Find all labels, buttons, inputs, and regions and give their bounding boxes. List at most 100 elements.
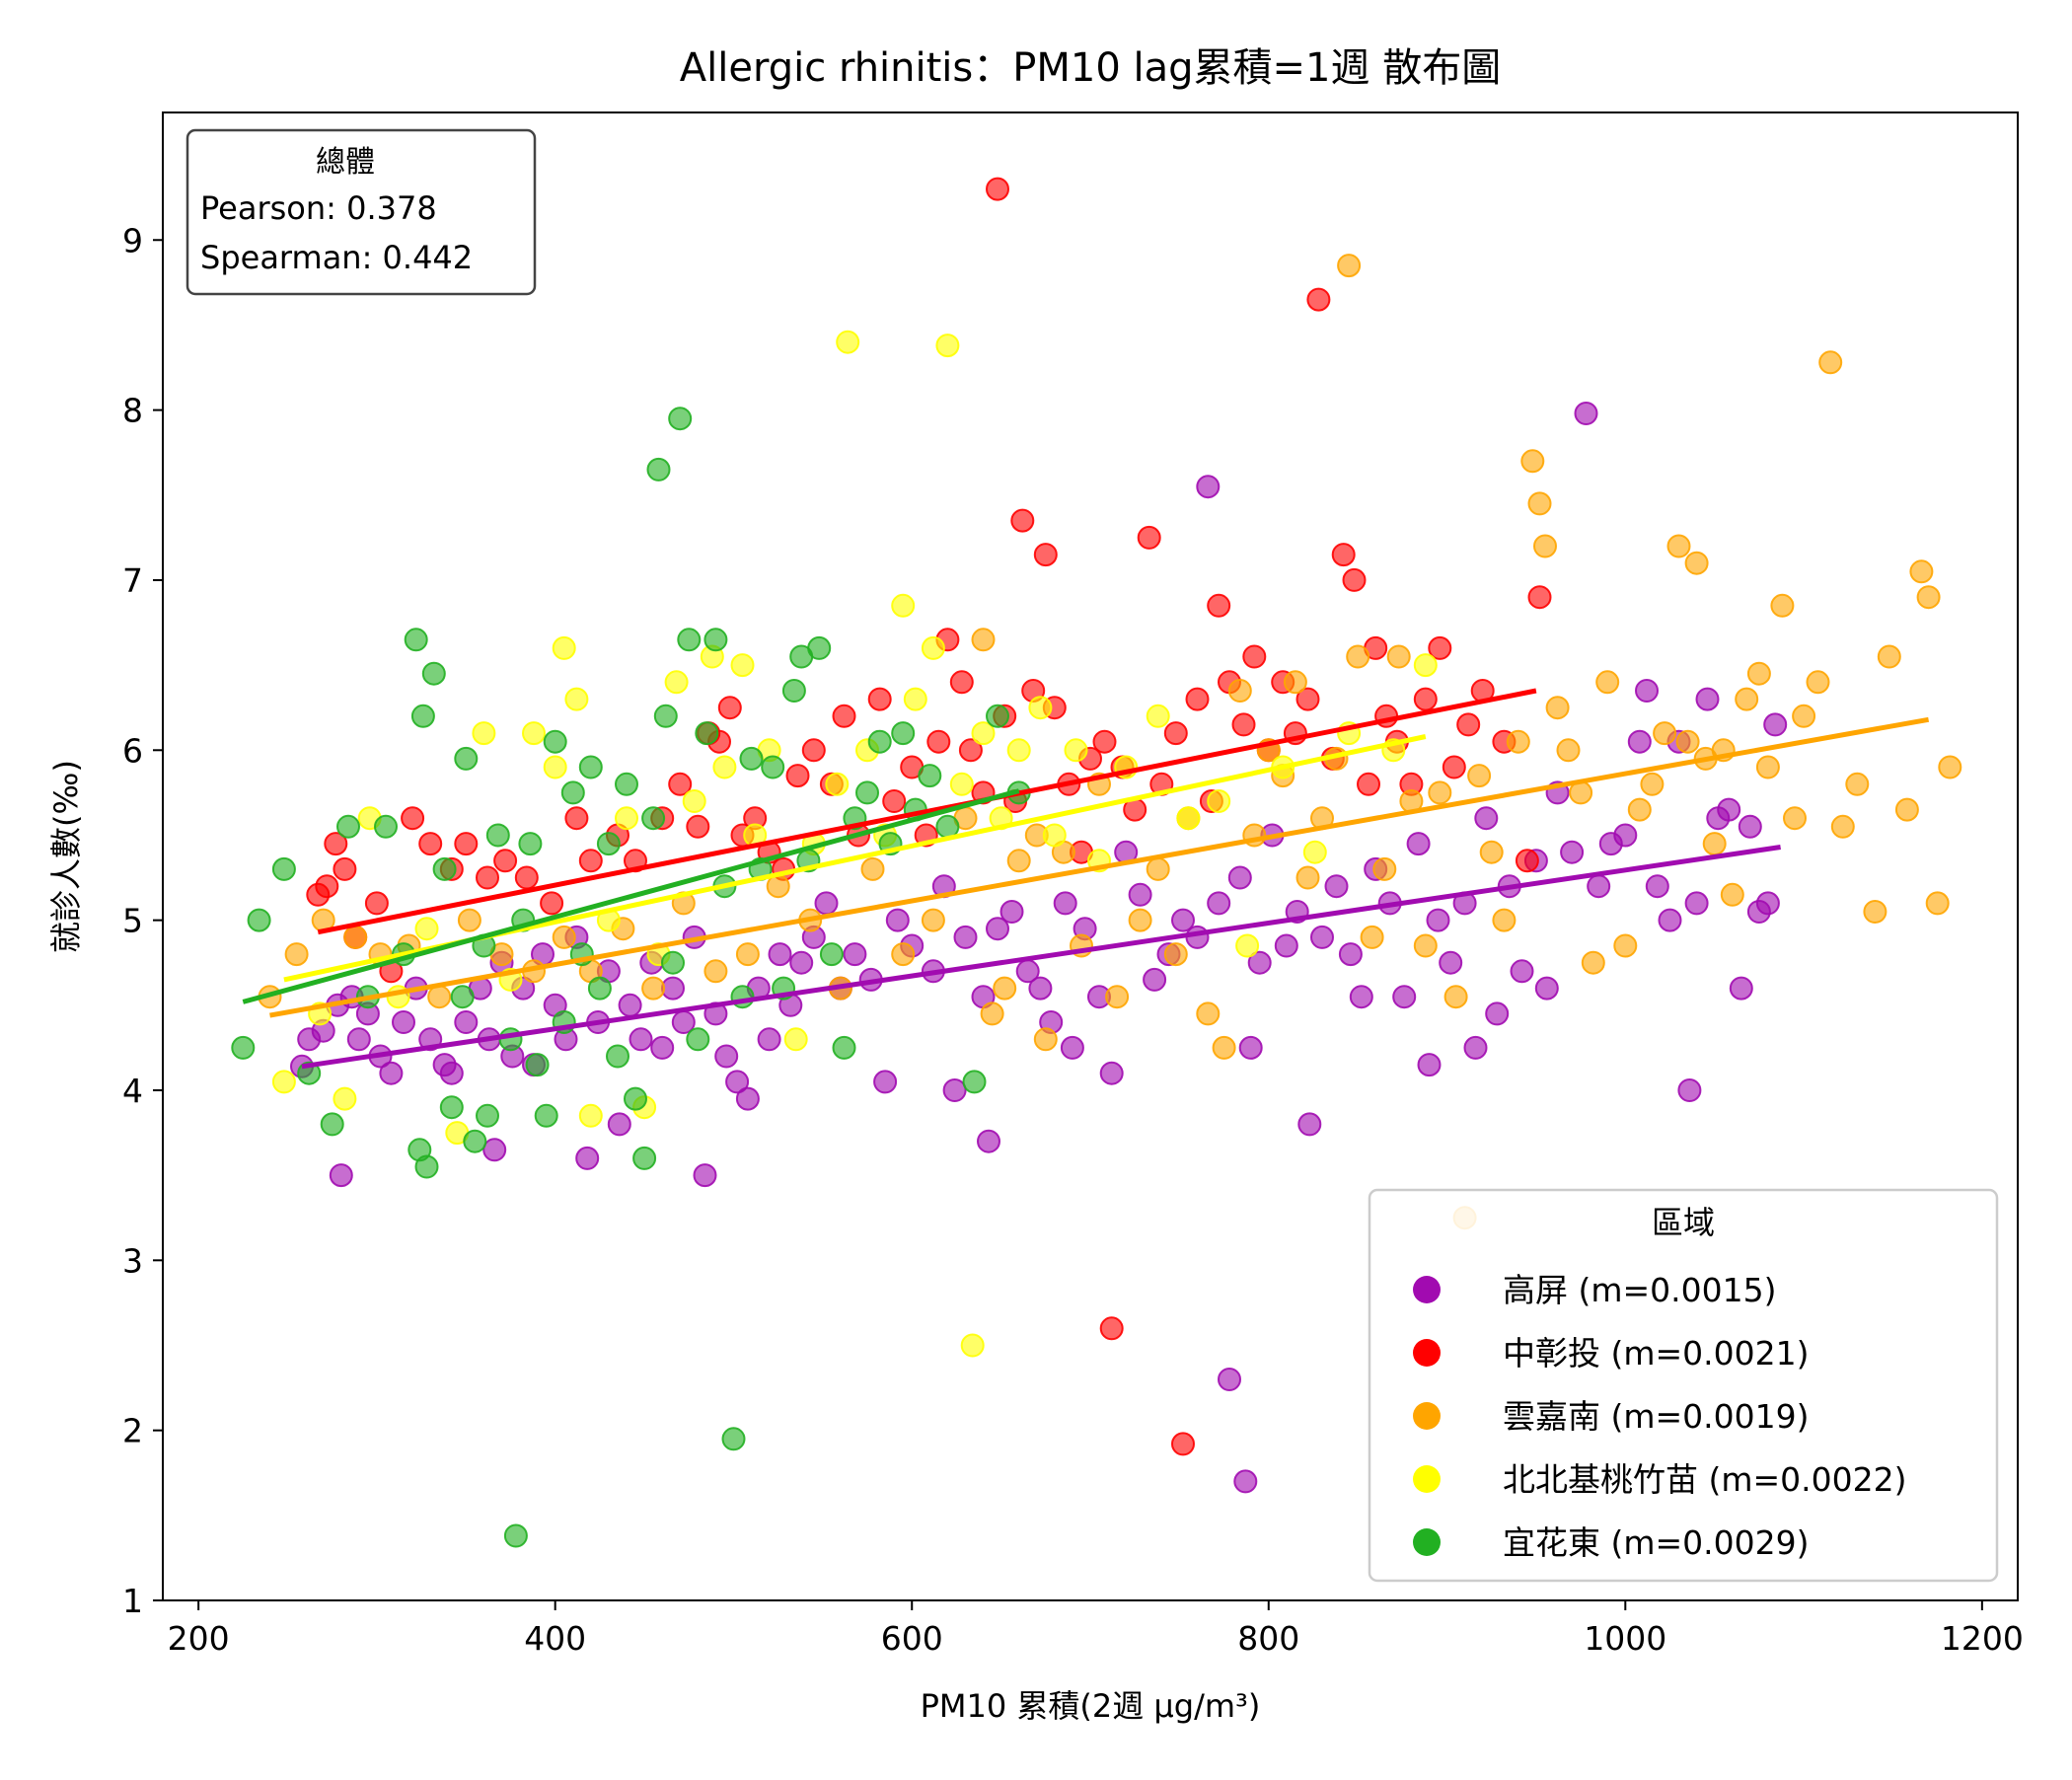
plot-area (231, 177, 1962, 1548)
data-point (1556, 738, 1581, 763)
data-point (832, 704, 856, 728)
data-point (522, 721, 546, 746)
data-point (1163, 721, 1188, 746)
data-point (1581, 950, 1605, 975)
data-point (1218, 1368, 1241, 1391)
data-point (891, 721, 916, 746)
data-point (1640, 772, 1665, 796)
data-point (336, 814, 360, 839)
data-point (1717, 797, 1741, 822)
data-point (564, 687, 589, 711)
data-point (1574, 402, 1598, 425)
data-point (918, 764, 942, 788)
data-point (1755, 755, 1780, 779)
x-tick-label: 600 (881, 1619, 943, 1658)
data-point (1302, 840, 1327, 864)
legend-marker (1413, 1339, 1441, 1367)
data-point (1196, 475, 1221, 499)
data-point (882, 789, 907, 813)
data-point (1283, 670, 1307, 695)
data-point (1560, 840, 1585, 864)
pearson-label: Pearson: 0.378 (200, 189, 437, 227)
data-point (343, 925, 368, 949)
legend-label: 中彰投 (m=0.0021) (1503, 1334, 1810, 1372)
data-point (1439, 950, 1463, 975)
data-point (1207, 789, 1231, 813)
stats-box: 總體 Pearson: 0.378 Spearman: 0.442 (185, 128, 537, 296)
data-point (739, 746, 764, 771)
data-point (1479, 840, 1504, 864)
data-point (578, 755, 603, 779)
data-point (1033, 1027, 1058, 1052)
data-point (1171, 908, 1195, 932)
data-point (860, 856, 885, 881)
data-point (768, 942, 792, 967)
data-point (761, 755, 785, 779)
stats-box-title: 總體 (316, 145, 375, 180)
data-point (686, 1027, 710, 1052)
y-tick-label: 7 (122, 561, 143, 600)
data-point (615, 772, 638, 796)
data-point (324, 832, 348, 856)
data-point (1235, 933, 1260, 958)
data-point (960, 1333, 985, 1358)
series-1-fit-line (317, 688, 1537, 935)
data-point (641, 806, 666, 831)
data-point (564, 806, 589, 831)
data-point (735, 1086, 760, 1111)
data-point (476, 865, 499, 890)
data-point (1467, 764, 1492, 788)
data-point (1231, 712, 1256, 737)
data-point (986, 917, 1009, 941)
y-axis-label: 就診人數(‰) (47, 760, 85, 953)
data-point (836, 330, 860, 354)
data-point (1143, 967, 1167, 992)
data-point (503, 1523, 528, 1548)
data-point (953, 925, 978, 949)
data-point (1274, 933, 1298, 958)
data-point (1227, 679, 1252, 703)
data-point (392, 1010, 415, 1034)
data-point (463, 1129, 487, 1153)
data-point (1185, 687, 1210, 711)
legend-frame (1368, 1188, 1999, 1583)
data-point (1515, 849, 1539, 873)
data-point (1146, 704, 1170, 728)
data-point (1349, 985, 1373, 1009)
data-point (962, 1070, 987, 1094)
data-point (1830, 814, 1855, 839)
data-point (1474, 806, 1499, 831)
data-point (1413, 653, 1438, 678)
data-point (1442, 755, 1466, 779)
data-point (1233, 1469, 1258, 1494)
data-point (346, 1027, 371, 1052)
data-point (1064, 738, 1088, 763)
data-point (781, 679, 806, 703)
data-point (646, 457, 671, 482)
data-point (1443, 985, 1468, 1009)
x-axis-label: PM10 累積(2週 μg/m³) (921, 1687, 1261, 1725)
data-point (1406, 832, 1431, 856)
data-point (695, 721, 719, 746)
data-point (421, 661, 446, 686)
data-point (832, 1035, 856, 1060)
data-point (1894, 797, 1919, 822)
data-point (1338, 942, 1363, 967)
series-2-fit-line (269, 716, 1930, 1018)
data-point (1520, 449, 1545, 474)
data-point (949, 772, 974, 796)
data-point (560, 780, 585, 805)
data-point (867, 729, 892, 754)
data-point (1105, 985, 1130, 1009)
data-point (1587, 874, 1611, 899)
data-point (725, 1070, 750, 1094)
data-point (1185, 925, 1210, 949)
data-point (926, 729, 951, 754)
data-point (1783, 806, 1807, 831)
data-point (1128, 882, 1152, 907)
data-point (971, 628, 996, 652)
data-point (757, 1027, 781, 1052)
data-point (1060, 1035, 1084, 1060)
